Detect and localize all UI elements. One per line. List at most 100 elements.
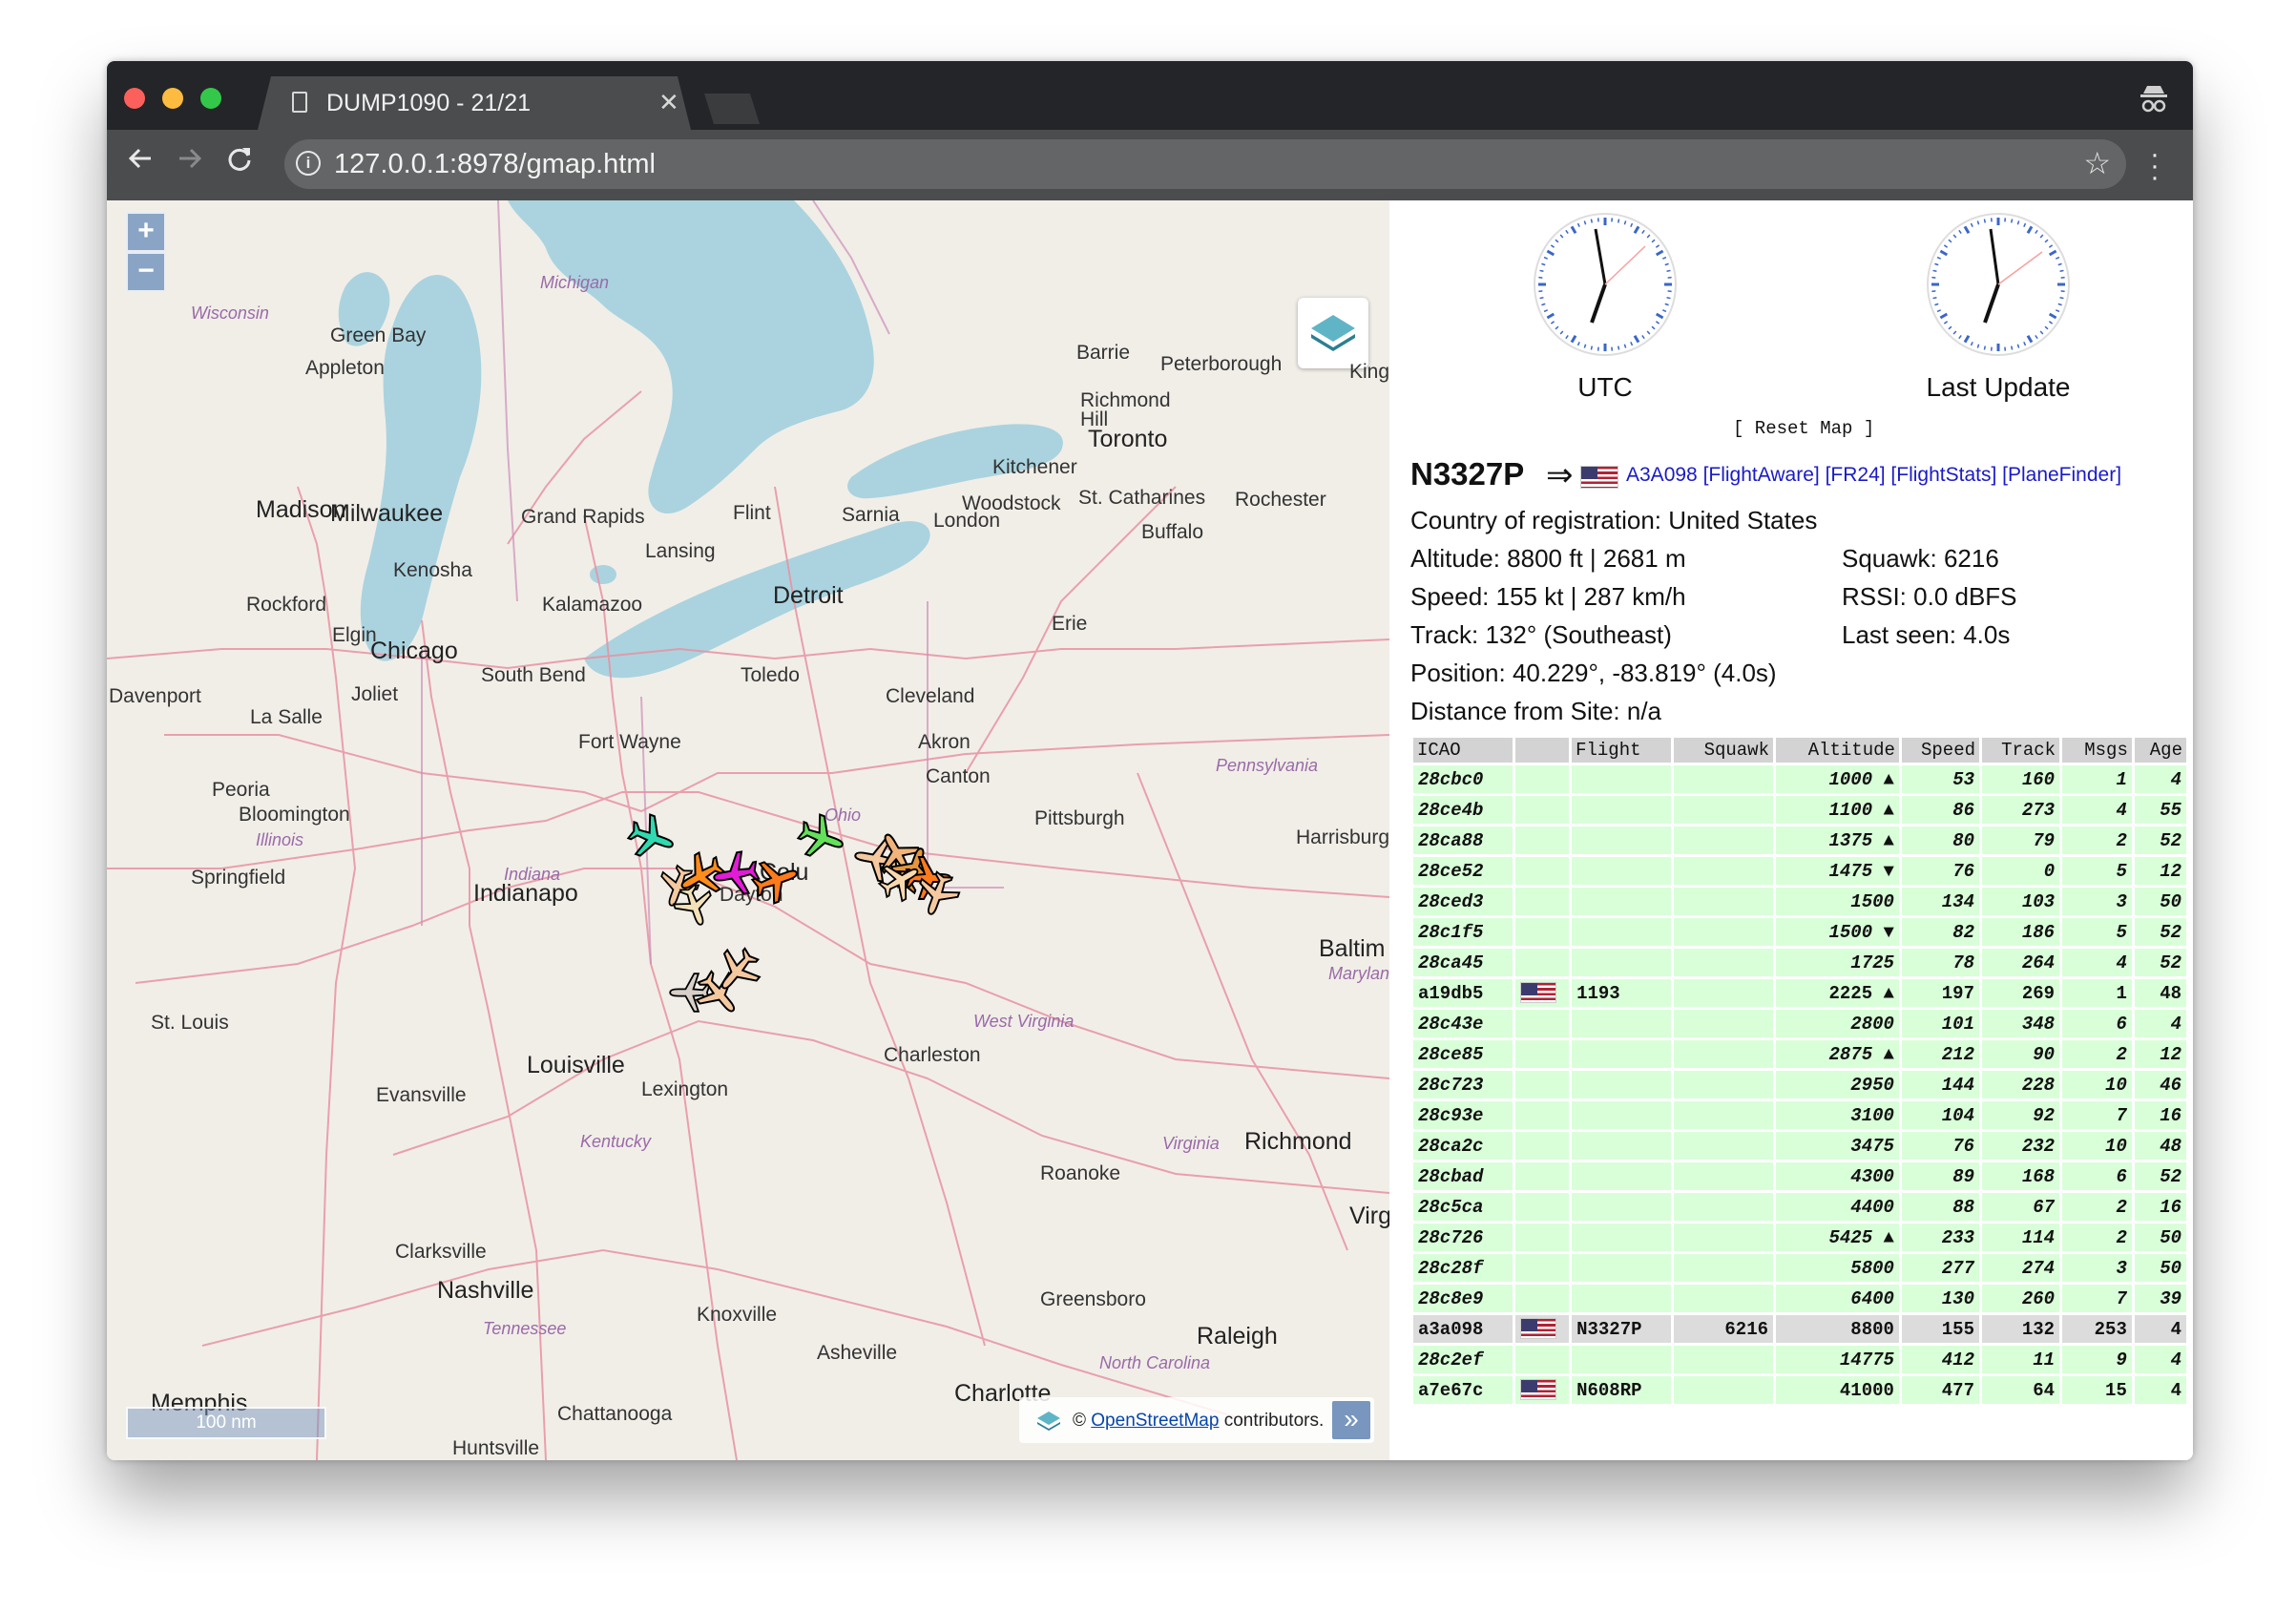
column-header-flight[interactable]: Flight [1572,738,1672,763]
column-header-squawk[interactable]: Squawk [1674,738,1773,763]
info-icon[interactable]: i [296,151,321,176]
map-label: Erie [1052,613,1088,635]
map-label: Clarksville [395,1241,487,1263]
table-row[interactable]: 28c93e 3100 104 92 7 16 [1413,1101,2186,1129]
map-view[interactable]: + − Wisconsin Michigan Green Bay Appleto… [107,200,1389,1460]
close-window-button[interactable] [124,88,145,109]
url-text[interactable]: 127.0.0.1:8978/gmap.html [334,149,656,179]
cell-altitude: 3100 [1776,1101,1899,1129]
cell-track: 79 [1982,826,2060,854]
clock-tick [1555,239,1559,243]
table-row[interactable]: 28ce85 2875 ▲ 212 90 2 12 [1413,1040,2186,1068]
cell-msgs: 6 [2062,1010,2132,1037]
arrow-right-icon[interactable] [176,143,204,181]
column-header-altitude[interactable]: Altitude [1776,738,1899,763]
cell-speed: 212 [1901,1040,1979,1068]
browser-tab[interactable]: DUMP1090 - 21/21 ✕ [258,76,691,130]
table-row[interactable]: 28ce52 1475 ▼ 76 0 5 12 [1413,857,2186,885]
country-of-registration: Country of registration: United States [1410,506,1818,534]
last-seen-info: Last seen: 4.0s [1842,620,2011,649]
map-label: Wisconsin [191,303,269,323]
table-row[interactable]: 28c726 5425 ▲ 233 114 2 50 [1413,1224,2186,1251]
cell-track: 160 [1982,765,2060,793]
cell-squawk [1674,949,1773,976]
cell-altitude: 2950 [1776,1071,1899,1098]
cell-speed: 89 [1901,1162,1979,1190]
clock-tick [1661,309,1667,313]
map-label: Nashville [437,1277,534,1304]
zoom-out-button[interactable]: − [126,252,166,292]
clock-tick [1939,249,1949,257]
cell-age: 50 [2134,888,2186,915]
column-header-flag[interactable] [1514,738,1570,763]
table-row[interactable]: 28cbc0 1000 ▲ 53 160 1 4 [1413,765,2186,793]
column-header-msgs[interactable]: Msgs [2062,738,2132,763]
new-tab-button[interactable] [704,94,760,124]
cell-speed: 82 [1901,918,1979,946]
map-label: Buffalo [1141,521,1203,543]
table-row[interactable]: 28ced3 1500 134 103 3 50 [1413,888,2186,915]
column-header-age[interactable]: Age [2134,738,2186,763]
table-row[interactable]: 28c8e9 6400 130 260 7 39 [1413,1285,2186,1312]
clock-tick [2048,244,2054,248]
cell-msgs: 4 [2062,949,2132,976]
map-label: Virginia [1162,1134,1220,1153]
maximize-window-button[interactable] [200,88,221,109]
table-row[interactable]: a3a098 N3327P 6216 8800 155 132 253 4 [1413,1315,2186,1343]
selected-callsign: N3327P [1410,456,1525,492]
minimize-window-button[interactable] [162,88,183,109]
zoom-in-button[interactable]: + [126,212,166,252]
cell-icao: 28ca88 [1413,826,1513,854]
table-row[interactable]: 28cbad 4300 89 168 6 52 [1413,1162,2186,1190]
map-label: Lansing [645,540,716,562]
kebab-menu-icon[interactable]: · · · [2150,138,2160,193]
map-label: Charleston [884,1044,981,1066]
cell-icao: 28c2ef [1413,1346,1513,1373]
cell-icao: a19db5 [1413,979,1513,1007]
map-label: Richmond Hill [1080,389,1171,430]
flight-tracker-links[interactable]: A3A098 [FlightAware] [FR24] [FlightStats… [1626,464,2122,486]
table-row[interactable]: 28c43e 2800 101 348 6 4 [1413,1010,2186,1037]
attribution-toggle-button[interactable]: » [1332,1401,1370,1439]
table-row[interactable]: 28c723 2950 144 228 10 46 [1413,1071,2186,1098]
clock-tick [1590,219,1594,223]
table-row[interactable]: 28c2ef 14775 412 11 9 4 [1413,1346,2186,1373]
table-row[interactable]: 28c28f 5800 277 274 3 50 [1413,1254,2186,1282]
table-row[interactable]: a7e67c N608RP 41000 477 64 15 4 [1413,1376,2186,1404]
layers-button[interactable] [1298,298,1368,368]
position-info: Position: 40.229°, -83.819° (4.0s) [1410,659,1777,687]
cell-icao: 28ce4b [1413,796,1513,824]
table-row[interactable]: 28ca45 1725 78 264 4 52 [1413,949,2186,976]
table-row[interactable]: 28ce4b 1100 ▲ 86 273 4 55 [1413,796,2186,824]
clock-tick [1651,239,1656,243]
us-flag-icon [1519,982,1556,1004]
cell-msgs: 7 [2062,1285,2132,1312]
address-bar[interactable]: i 127.0.0.1:8978/gmap.html ☆ [284,139,2126,189]
column-header-speed[interactable]: Speed [1901,738,1979,763]
cell-altitude: 2800 [1776,1010,1899,1037]
map-label: Chattanooga [557,1403,673,1425]
column-header-track[interactable]: Track [1982,738,2060,763]
table-row[interactable]: 28ca88 1375 ▲ 80 79 2 52 [1413,826,2186,854]
column-header-icao[interactable]: ICAO [1413,738,1513,763]
reset-map-link[interactable]: [ Reset Map ] [1733,418,1875,439]
clock-tick [1958,334,1962,340]
cell-speed: 80 [1901,826,1979,854]
close-tab-icon[interactable]: ✕ [658,88,679,116]
star-icon[interactable]: ☆ [2083,146,2111,180]
reload-icon[interactable] [225,143,254,181]
openstreetmap-link[interactable]: OpenStreetMap [1091,1411,1220,1431]
cell-age: 50 [2134,1254,2186,1282]
table-row[interactable]: 28c1f5 1500 ▼ 82 186 5 52 [1413,918,2186,946]
cell-flight [1572,1285,1672,1312]
cell-msgs: 2 [2062,826,2132,854]
table-row[interactable]: 28c5ca 4400 88 67 2 16 [1413,1193,2186,1221]
cell-flight [1572,796,1672,824]
clock-tick [2035,334,2038,340]
table-row[interactable]: 28ca2c 3475 76 232 10 48 [1413,1132,2186,1160]
arrow-left-icon[interactable] [126,143,155,181]
cell-altitude: 1725 [1776,949,1899,976]
map-label: Chicago [370,638,458,664]
table-row[interactable]: a19db5 1193 2225 ▲ 197 269 1 48 [1413,979,2186,1007]
last-update-label: Last Update [1926,372,2071,402]
